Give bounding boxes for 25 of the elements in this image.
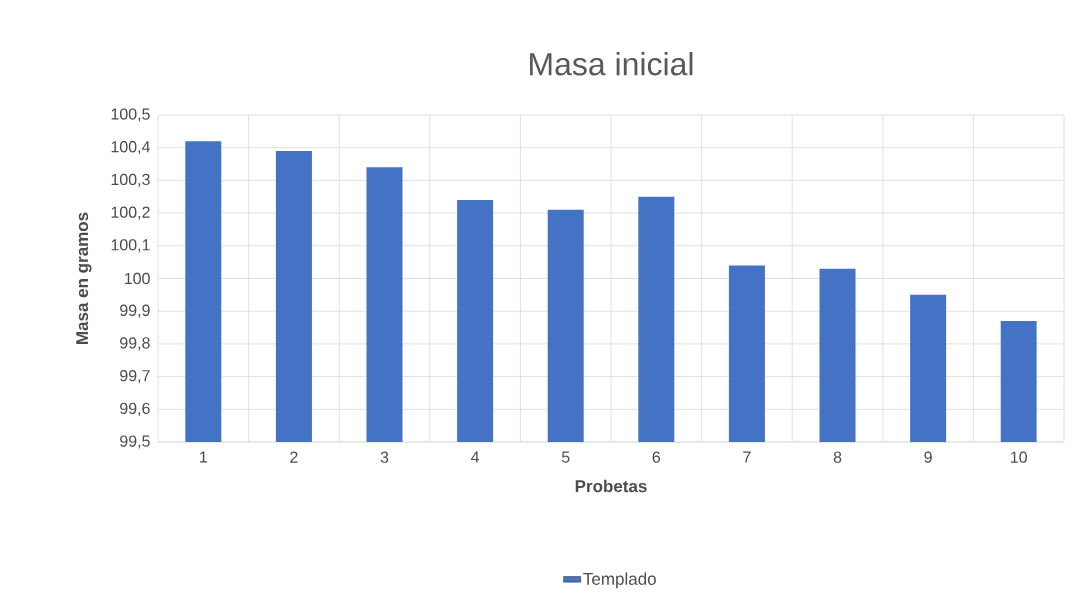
y-tick-label: 100,5: [111, 108, 150, 122]
chart-title: Masa inicial: [530, 51, 693, 76]
y-tick-label: 99,7: [120, 370, 150, 384]
x-tick-label: 4: [471, 451, 480, 463]
legend-label: Templado: [583, 572, 656, 589]
y-tick-label: 100,1: [111, 239, 150, 253]
x-axis-title: Probetas: [575, 479, 647, 493]
x-tick-label: 5: [561, 451, 570, 463]
x-tick-label: 10: [1011, 451, 1027, 463]
x-tick-label: 7: [743, 451, 751, 463]
y-tick-label: 99,5: [120, 435, 150, 449]
x-tick-label: 1: [200, 451, 207, 463]
y-tick-label: 100,3: [111, 173, 150, 187]
x-tick-label: 2: [290, 451, 298, 463]
y-tick-label: 100,2: [111, 206, 150, 220]
x-tick-label: 9: [924, 451, 932, 463]
y-axis-title: Masa en gramos: [76, 212, 92, 344]
y-tick-label: 99,8: [120, 337, 150, 351]
x-tick-label: 6: [652, 451, 661, 463]
y-tick-label: 99,9: [120, 304, 150, 318]
y-tick-label: 100: [125, 272, 150, 285]
y-tick-label: 99,6: [120, 402, 150, 416]
x-tick-label: 3: [380, 451, 389, 463]
x-tick-label: 8: [833, 451, 842, 463]
y-tick-label: 100,4: [111, 141, 150, 155]
